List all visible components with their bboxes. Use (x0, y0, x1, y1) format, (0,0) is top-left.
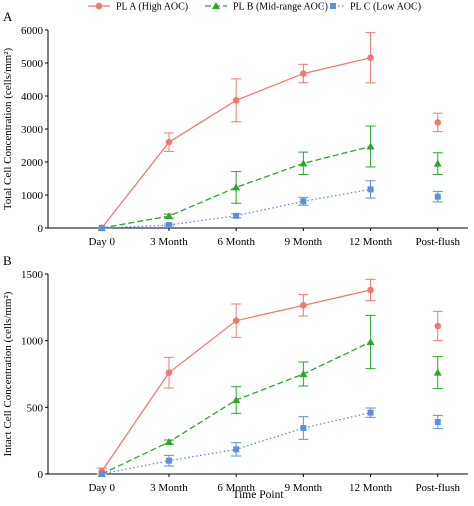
legend-marker (212, 2, 220, 9)
y-axis-label: Total Cell Concentration (cells/mm²) (2, 48, 14, 211)
data-point (299, 370, 308, 377)
x-tick-label: 12 Month (349, 236, 393, 248)
legend-entry-label: PL B (Mid-range AOC) (233, 2, 328, 13)
data-point (433, 159, 442, 167)
y-tick-label: 0 (38, 469, 44, 481)
y-tick-label: 5000 (21, 58, 44, 70)
y-tick-label: 1500 (21, 269, 44, 281)
y-tick-label: 3000 (21, 124, 44, 136)
data-point (433, 368, 442, 376)
data-point (300, 70, 307, 77)
data-point (367, 54, 374, 62)
data-point (367, 286, 374, 294)
y-tick-label: 4000 (21, 91, 44, 103)
data-point (300, 302, 307, 309)
data-point (233, 446, 240, 453)
legend-entry-label: PL C (Low AOC) (350, 2, 421, 13)
x-tick-label: Day 0 (88, 236, 115, 248)
y-tick-label: 6000 (21, 25, 44, 37)
data-point (434, 419, 441, 425)
data-point (232, 317, 240, 324)
data-point (165, 457, 172, 464)
x-tick-label: 6 Month (217, 482, 255, 494)
data-point (233, 212, 240, 219)
legend-entry-label: PL A (High AOC) (116, 2, 188, 13)
x-tick-label: Day 0 (88, 482, 115, 494)
data-point (232, 96, 240, 104)
data-point (299, 159, 308, 167)
panel-label: A (3, 9, 13, 24)
data-point (165, 138, 173, 146)
data-point (367, 186, 374, 193)
data-point (98, 471, 105, 477)
x-axis-label: Time Point (232, 489, 284, 501)
y-tick-label: 500 (27, 402, 44, 414)
legend-marker (330, 3, 336, 9)
data-point (300, 425, 307, 431)
x-tick-label: 9 Month (285, 236, 323, 248)
x-tick-label: 3 Month (150, 236, 188, 248)
data-point (366, 338, 375, 345)
x-tick-label: Post-flush (415, 482, 460, 494)
data-point (165, 369, 173, 376)
data-point (367, 409, 374, 416)
y-tick-label: 2000 (21, 157, 44, 169)
x-tick-label: 3 Month (150, 482, 188, 494)
data-point (164, 438, 173, 445)
series-line (101, 188, 371, 229)
x-tick-label: 6 Month (217, 236, 255, 248)
data-point (434, 193, 441, 200)
data-point (434, 119, 442, 126)
y-tick-label: 0 (38, 223, 44, 235)
x-tick-label: Post-flush (415, 236, 460, 248)
legend-marker (95, 2, 103, 10)
panel-label: B (3, 253, 12, 268)
data-point (366, 142, 375, 150)
y-tick-label: 1000 (21, 190, 44, 202)
data-point (232, 396, 241, 403)
data-point (434, 322, 442, 330)
data-point (165, 222, 172, 229)
data-point (164, 212, 173, 220)
y-axis-label: Intact Cell Concentration (cells/mm²) (2, 291, 14, 456)
data-point (98, 225, 105, 231)
series-line (101, 145, 371, 229)
data-point (300, 198, 307, 205)
y-tick-label: 1000 (21, 336, 44, 348)
x-tick-label: 9 Month (285, 482, 323, 494)
x-tick-label: 12 Month (349, 482, 393, 494)
data-point (232, 183, 241, 191)
